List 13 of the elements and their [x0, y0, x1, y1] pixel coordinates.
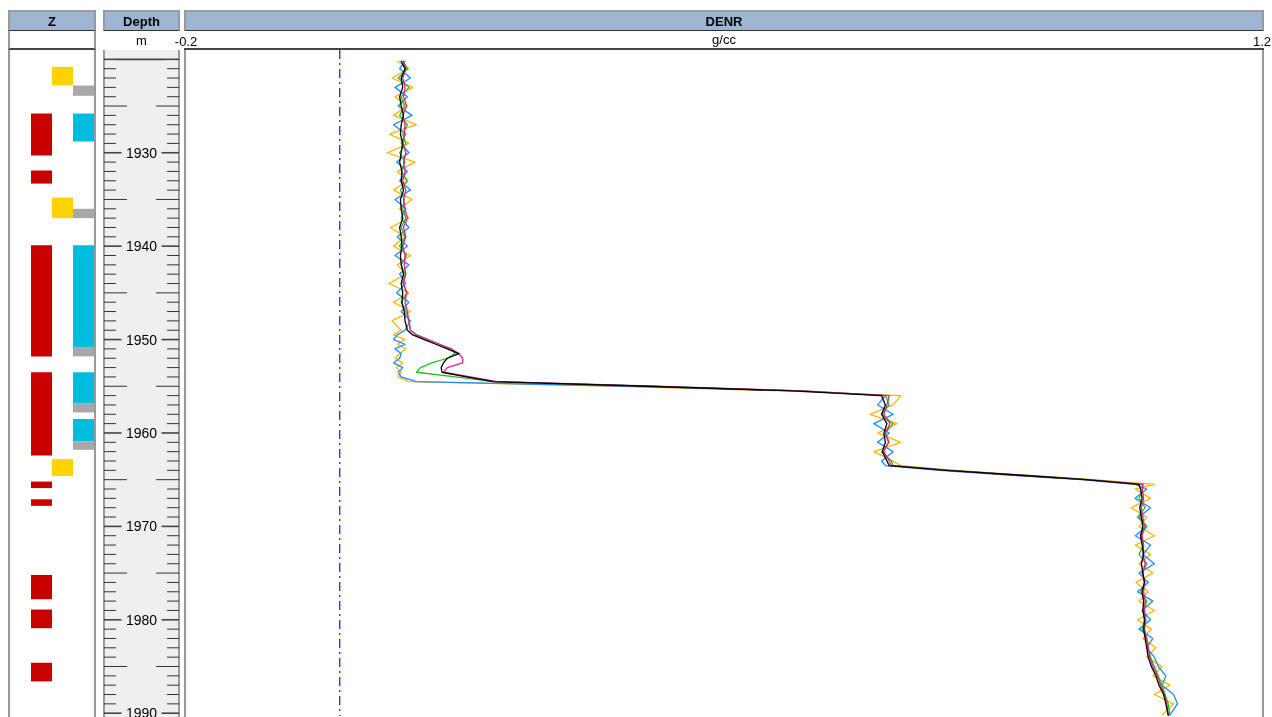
y-tick-label: 1960 [125, 424, 158, 441]
y-tick-label: 1940 [125, 238, 158, 255]
y-axis-title: Depth [123, 13, 160, 29]
y-tick-label: 1970 [125, 518, 158, 535]
x-tick-label: -0.2 [174, 33, 198, 49]
chart-title: Z [48, 13, 56, 29]
y-tick-label: 1980 [125, 611, 158, 628]
x-axis-title: g/cc [712, 32, 736, 47]
y-tick-label: 1930 [125, 144, 158, 161]
x-tick-label: 1.2 [1252, 33, 1272, 49]
y-tick-label: 1950 [125, 331, 158, 348]
text: m [136, 33, 147, 48]
chart-title: DENR [705, 13, 743, 29]
